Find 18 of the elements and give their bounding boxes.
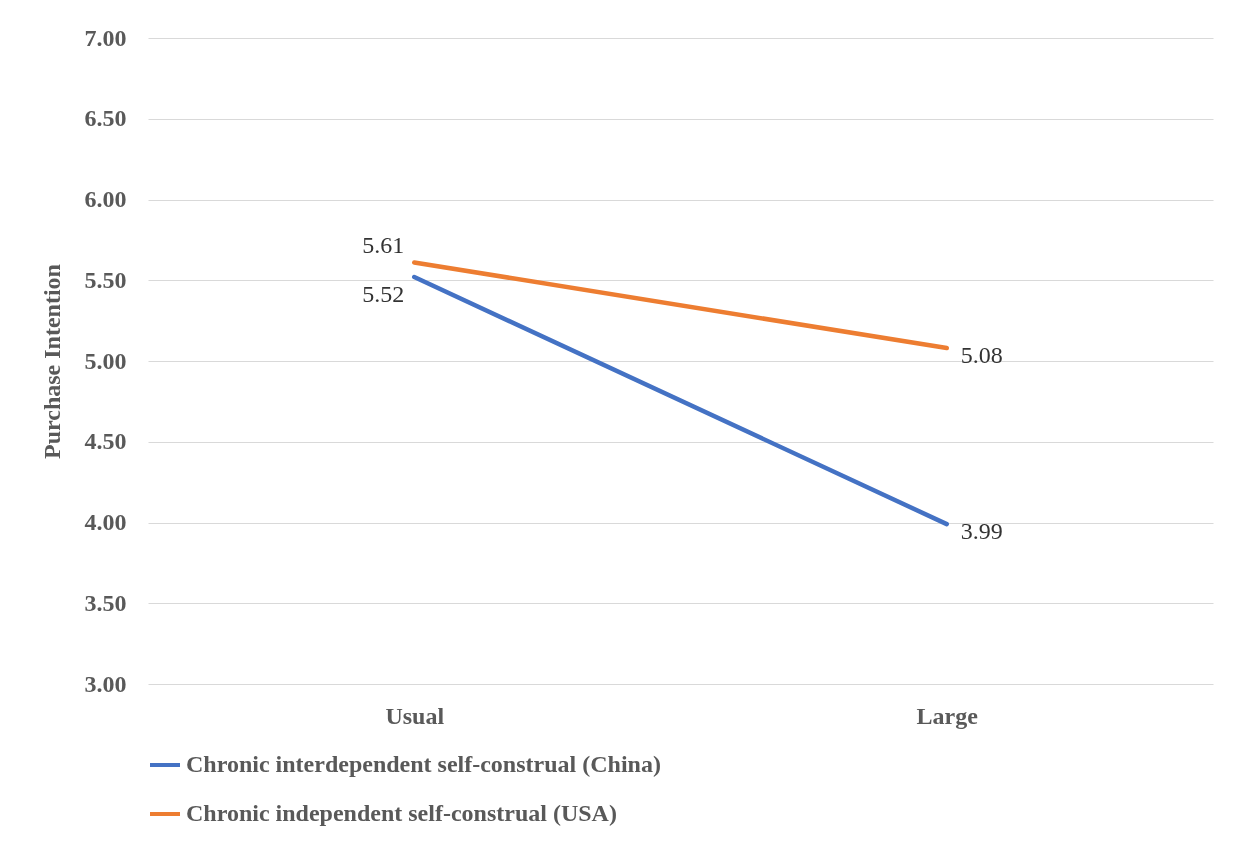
y-tick-label: 4.00 xyxy=(84,509,127,535)
data-label: 5.08 xyxy=(960,342,1003,369)
legend-label: Chronic interdependent self-construal (China) xyxy=(186,751,661,777)
y-tick-label: 6.00 xyxy=(84,186,127,212)
data-label: 5.52 xyxy=(362,281,405,308)
y-tick-label: 5.50 xyxy=(84,266,127,293)
y-tick-label: 5.00 xyxy=(84,347,127,374)
data-label: 3.99 xyxy=(960,518,1003,545)
data-label: 5.61 xyxy=(362,232,405,259)
x-tick-label: Large xyxy=(916,702,979,729)
y-tick-label: 7.00 xyxy=(84,24,127,51)
y-tick-label: 3.00 xyxy=(84,670,127,697)
legend-label: Chronic independent self-construal (USA) xyxy=(186,800,617,826)
y-tick-label: 4.50 xyxy=(84,428,127,455)
x-tick-label: Usual xyxy=(385,702,445,729)
y-tick-label: 3.50 xyxy=(84,589,127,616)
y-axis-title: Purchase Intention xyxy=(38,264,65,459)
y-tick-label: 6.50 xyxy=(84,105,127,132)
